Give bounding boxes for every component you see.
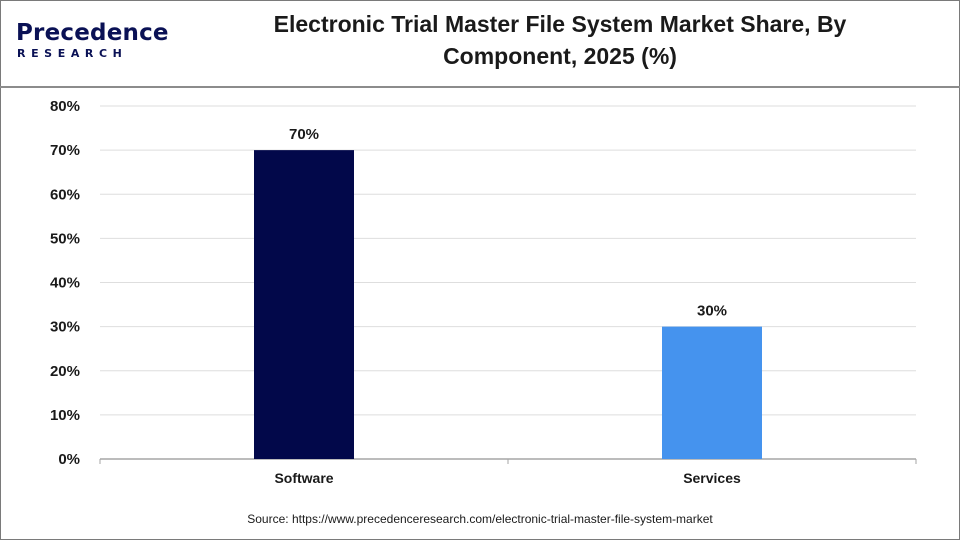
brand-logo: Precedence RESEARCH	[16, 20, 169, 64]
y-tick-label: 80%	[50, 98, 80, 115]
y-tick-label: 30%	[50, 319, 80, 336]
source-note: Source: https://www.precedenceresearch.c…	[247, 512, 713, 526]
bar	[662, 326, 762, 459]
y-tick-label: 50%	[50, 230, 80, 247]
y-tick-label: 40%	[50, 275, 80, 292]
bar	[254, 150, 354, 459]
x-tick-label: Software	[274, 470, 333, 486]
x-tick-label: Services	[683, 470, 741, 486]
y-tick-label: 60%	[50, 186, 80, 203]
chart-title: Electronic Trial Master File System Mark…	[200, 8, 920, 72]
brand-wordmark: Precedence	[16, 20, 169, 46]
header-divider	[0, 86, 960, 88]
y-tick-label: 20%	[50, 363, 80, 380]
brand-subtitle: RESEARCH	[17, 47, 128, 60]
y-tick-label: 10%	[50, 407, 80, 424]
chart-title-line-1: Electronic Trial Master File System Mark…	[273, 11, 847, 37]
chart-title-line-2: Component, 2025 (%)	[443, 43, 677, 69]
data-label: 70%	[289, 126, 319, 143]
y-tick-label: 70%	[50, 142, 80, 159]
data-label: 30%	[697, 303, 727, 320]
y-tick-label: 0%	[58, 451, 80, 468]
